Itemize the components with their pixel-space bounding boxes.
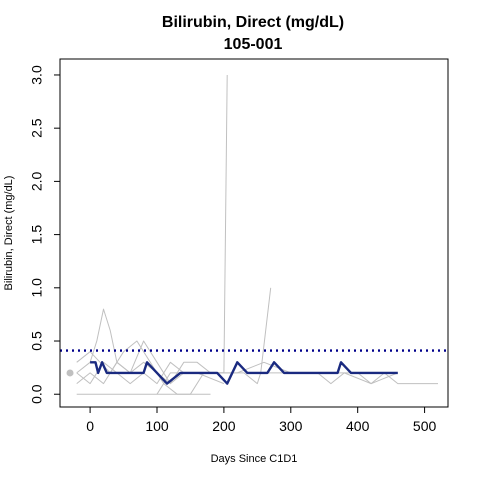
highlight-series-line — [90, 361, 398, 385]
y-tick-label: 2.0 — [29, 171, 45, 191]
y-axis-ticks: 0.0 0.5 1.0 1.5 2.0 2.5 3.0 — [29, 65, 60, 404]
x-tick-label: 300 — [279, 418, 303, 434]
y-tick-label: 1.0 — [29, 278, 45, 298]
plot-lines — [60, 74, 448, 395]
x-axis-ticks: 0 100 200 300 400 500 — [86, 407, 436, 434]
y-tick-label: 1.5 — [29, 225, 45, 245]
x-tick-label: 100 — [145, 418, 169, 434]
chart-subtitle: 105-001 — [224, 36, 283, 53]
y-tick-label: 2.5 — [29, 118, 45, 138]
y-tick-label: 0.5 — [29, 331, 45, 351]
x-tick-label: 0 — [86, 418, 94, 434]
y-tick-label: 0.0 — [29, 384, 45, 404]
y-tick-label: 3.0 — [29, 65, 45, 85]
series-line-6 — [264, 372, 438, 385]
y-axis-label: Bilirubin, Direct (mg/dL) — [3, 176, 15, 291]
x-axis-label: Days Since C1D1 — [211, 453, 298, 465]
x-tick-label: 200 — [212, 418, 236, 434]
x-tick-label: 400 — [346, 418, 370, 434]
plot-border — [59, 58, 449, 408]
chart-title: Bilirubin, Direct (mg/dL) — [162, 14, 344, 31]
x-tick-label: 500 — [413, 418, 437, 434]
baseline-point — [66, 369, 74, 377]
series-line-0 — [76, 74, 228, 385]
